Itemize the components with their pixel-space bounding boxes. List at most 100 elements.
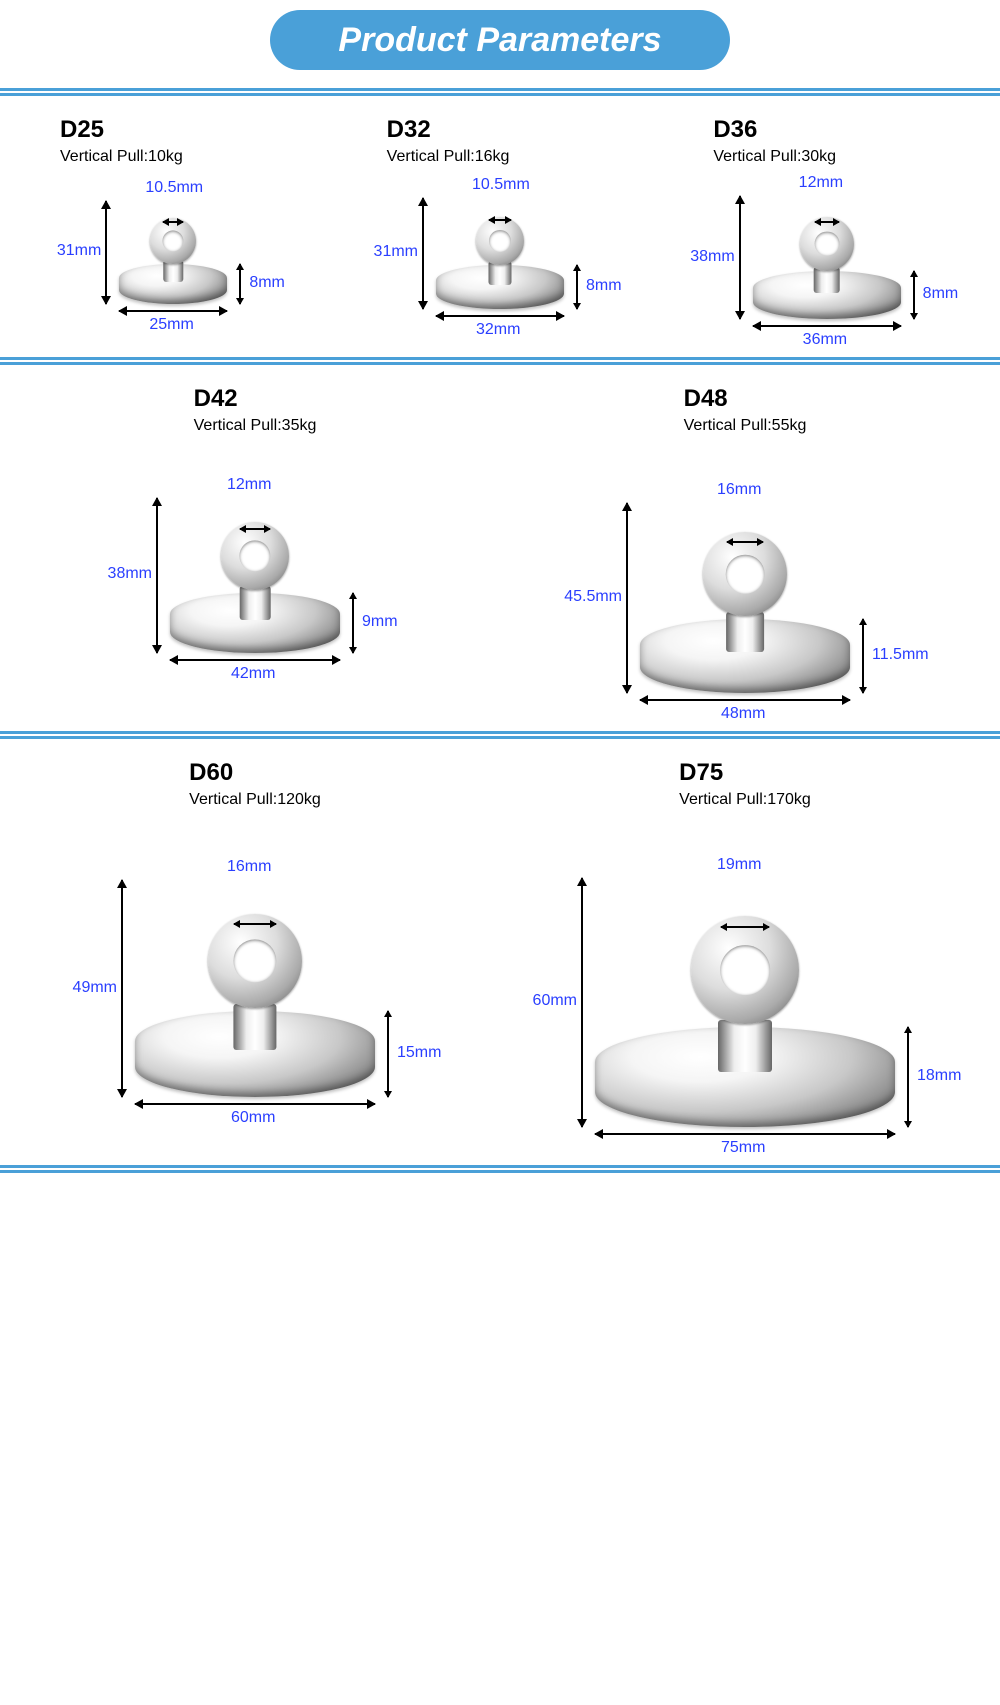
arrow-base-height — [239, 264, 241, 304]
dim-ring: 12mm — [227, 476, 271, 494]
magnet-icon — [595, 878, 895, 1127]
dim-ring: 16mm — [227, 858, 271, 876]
dim-base-height: 8mm — [923, 285, 959, 303]
product-row: D25Vertical Pull:10kg10.5mm31mm8mm25mmD3… — [0, 96, 1000, 357]
model-label: D32 — [387, 116, 510, 144]
arrow-base-height — [862, 619, 864, 693]
arrow-height — [105, 201, 107, 304]
arrow-base-width — [119, 310, 227, 312]
dim-base-width: 42mm — [231, 665, 275, 683]
divider — [0, 357, 1000, 365]
arrow-base-height — [387, 1011, 389, 1097]
pull-label: Vertical Pull:30kg — [713, 148, 836, 166]
pull-label: Vertical Pull:10kg — [60, 148, 183, 166]
dim-base-height: 11.5mm — [872, 646, 929, 664]
product-figure: 12mm38mm8mm36mm — [702, 180, 952, 345]
product-figure: 10.5mm31mm8mm25mm — [63, 180, 283, 330]
dim-height: 31mm — [57, 242, 101, 260]
arrow-base-width — [170, 659, 340, 661]
arrow-ring — [727, 541, 764, 543]
product-figure: 16mm49mm15mm60mm — [75, 823, 435, 1123]
divider-top — [0, 88, 1000, 96]
dim-base-width: 36mm — [803, 331, 847, 349]
arrow-base-height — [907, 1027, 909, 1127]
product-header: D48 Vertical Pull:55kg — [684, 385, 807, 435]
model-label: D25 — [60, 116, 183, 144]
product-header: D32 Vertical Pull:16kg — [387, 116, 510, 166]
product-header: D42 Vertical Pull:35kg — [194, 385, 317, 435]
arrow-height — [581, 878, 583, 1127]
divider — [0, 731, 1000, 739]
pull-label: Vertical Pull:120kg — [189, 791, 321, 809]
pull-label: Vertical Pull:16kg — [387, 148, 510, 166]
dim-ring: 10.5mm — [145, 179, 203, 197]
arrow-base-width — [640, 699, 850, 701]
arrow-ring — [163, 221, 183, 223]
dim-ring: 12mm — [799, 174, 843, 192]
model-label: D36 — [713, 116, 836, 144]
arrow-base-width — [135, 1103, 375, 1105]
product-cell: D25Vertical Pull:10kg10.5mm31mm8mm25mm — [10, 116, 337, 345]
arrow-base-height — [913, 271, 915, 319]
pull-label: Vertical Pull:55kg — [684, 417, 807, 435]
dim-ring: 16mm — [717, 481, 761, 499]
dim-ring: 19mm — [717, 856, 761, 874]
dim-base-width: 75mm — [721, 1139, 765, 1157]
arrow-height — [121, 880, 123, 1097]
magnet-icon — [436, 198, 564, 309]
magnet-icon — [135, 880, 375, 1097]
dim-height: 38mm — [108, 565, 152, 583]
product-figure: 12mm38mm9mm42mm — [105, 449, 405, 679]
model-label: D75 — [679, 759, 811, 787]
product-header: D75 Vertical Pull:170kg — [679, 759, 811, 809]
dim-base-width: 32mm — [476, 321, 520, 339]
model-label: D48 — [684, 385, 807, 413]
arrow-height — [156, 498, 158, 653]
dim-height: 60mm — [533, 992, 577, 1010]
dim-base-width: 60mm — [231, 1109, 275, 1127]
dim-base-width: 25mm — [149, 316, 193, 334]
magnet-icon — [170, 498, 340, 653]
product-cell: D36 Vertical Pull:30kg 12mm38mm8mm36mm — [663, 116, 990, 345]
arrow-ring — [721, 926, 769, 928]
arrow-ring — [240, 528, 270, 530]
header-pill: Product Parameters — [270, 10, 730, 70]
product-cell: D42Vertical Pull:35kg12mm38mm9mm42mm — [10, 385, 500, 719]
arrow-height — [739, 196, 741, 319]
product-row: D60 Vertical Pull:120kg 16mm49mm15mm60mm D7… — [0, 739, 1000, 1165]
arrow-ring — [234, 923, 275, 925]
dim-base-height: 18mm — [917, 1067, 961, 1085]
dim-base-width: 48mm — [721, 705, 765, 723]
pull-label: Vertical Pull:170kg — [679, 791, 811, 809]
magnet-icon — [119, 201, 227, 304]
arrow-base-width — [595, 1133, 895, 1135]
product-cell: D48 Vertical Pull:55kg 16mm45.5mm11.5mm48m… — [500, 385, 990, 719]
dim-base-height: 15mm — [397, 1044, 441, 1062]
arrow-base-height — [352, 593, 354, 653]
pull-label: Vertical Pull:35kg — [194, 417, 317, 435]
product-figure: 10.5mm31mm8mm32mm — [385, 180, 615, 335]
arrow-ring — [489, 219, 510, 221]
product-row: D42Vertical Pull:35kg12mm38mm9mm42mmD48V… — [0, 365, 1000, 731]
magnet-icon — [753, 196, 901, 319]
dim-ring: 10.5mm — [472, 176, 530, 194]
product-cell: D75Vertical Pull:170kg19mm60mm18mm75mm — [500, 759, 990, 1153]
product-figure: 16mm45.5mm11.5mm48mm — [575, 449, 915, 719]
arrow-height — [626, 503, 628, 693]
dim-base-height: 8mm — [586, 277, 622, 295]
dim-height: 31mm — [374, 243, 418, 261]
dim-height: 45.5mm — [564, 588, 622, 606]
product-cell: D60 Vertical Pull:120kg 16mm49mm15mm60mm — [10, 759, 500, 1153]
product-rows-container: D25Vertical Pull:10kg10.5mm31mm8mm25mmD3… — [0, 96, 1000, 1173]
product-header: D60 Vertical Pull:120kg — [189, 759, 321, 809]
product-figure: 19mm60mm18mm75mm — [535, 823, 955, 1153]
magnet-icon — [640, 503, 850, 693]
arrow-base-width — [436, 315, 564, 317]
arrow-ring — [815, 221, 839, 223]
arrow-base-width — [753, 325, 901, 327]
dim-base-height: 8mm — [249, 274, 285, 292]
arrow-height — [422, 198, 424, 309]
model-label: D42 — [194, 385, 317, 413]
divider — [0, 1165, 1000, 1173]
model-label: D60 — [189, 759, 321, 787]
